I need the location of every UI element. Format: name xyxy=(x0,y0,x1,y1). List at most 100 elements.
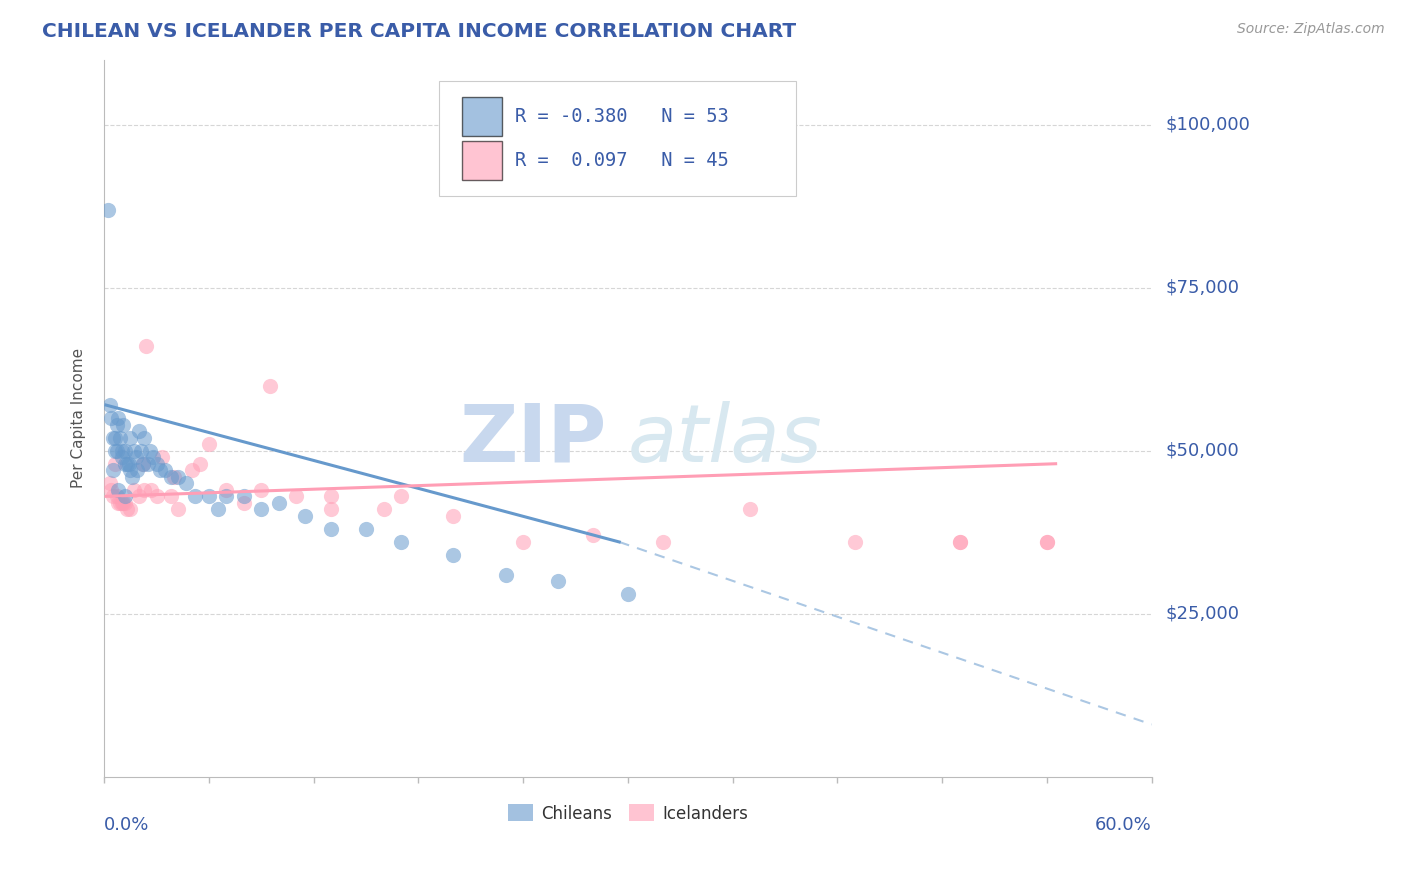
Point xyxy=(949,535,972,549)
Point xyxy=(198,489,221,503)
Point xyxy=(215,483,238,497)
Point xyxy=(115,457,138,471)
Point xyxy=(115,502,138,516)
Point xyxy=(107,496,129,510)
Point xyxy=(207,502,229,516)
Point xyxy=(294,508,316,523)
Point xyxy=(1036,535,1059,549)
Point xyxy=(354,522,377,536)
Point xyxy=(131,457,153,471)
Point xyxy=(259,378,281,392)
Point xyxy=(150,450,173,465)
Point xyxy=(232,496,254,510)
Text: $75,000: $75,000 xyxy=(1166,278,1240,297)
Text: ZIP: ZIP xyxy=(460,401,607,479)
Point xyxy=(101,431,124,445)
Point xyxy=(112,496,135,510)
Point xyxy=(582,528,605,542)
Point xyxy=(198,437,221,451)
Point xyxy=(250,483,273,497)
Point xyxy=(180,463,202,477)
Point xyxy=(155,463,177,477)
Point xyxy=(128,489,150,503)
Text: $25,000: $25,000 xyxy=(1166,605,1240,623)
Point xyxy=(131,457,153,471)
Point xyxy=(129,443,152,458)
Point xyxy=(128,424,150,438)
Point xyxy=(135,339,157,353)
Point xyxy=(159,470,181,484)
Y-axis label: Per Capita Income: Per Capita Income xyxy=(72,348,86,488)
Point xyxy=(100,483,122,497)
Point xyxy=(188,457,211,471)
Point xyxy=(120,502,142,516)
Point xyxy=(108,431,131,445)
Point xyxy=(114,457,136,471)
Point xyxy=(138,443,160,458)
Point xyxy=(373,502,395,516)
Text: $100,000: $100,000 xyxy=(1166,116,1250,134)
Point xyxy=(232,489,254,503)
Point xyxy=(97,202,120,217)
Point xyxy=(101,489,124,503)
Point xyxy=(107,411,129,425)
Point xyxy=(98,476,121,491)
Point xyxy=(184,489,207,503)
Point xyxy=(267,496,290,510)
Point xyxy=(250,502,273,516)
Point xyxy=(105,489,128,503)
Point xyxy=(104,457,127,471)
Point xyxy=(495,567,517,582)
Point xyxy=(104,431,127,445)
Point xyxy=(166,502,188,516)
Point xyxy=(122,443,145,458)
Text: CHILEAN VS ICELANDER PER CAPITA INCOME CORRELATION CHART: CHILEAN VS ICELANDER PER CAPITA INCOME C… xyxy=(42,22,796,41)
Point xyxy=(740,502,762,516)
Point xyxy=(121,470,143,484)
Point xyxy=(176,476,198,491)
Point xyxy=(651,535,673,549)
Point xyxy=(949,535,972,549)
Point xyxy=(617,587,640,601)
Point xyxy=(159,489,181,503)
Point xyxy=(145,489,167,503)
Point xyxy=(134,431,156,445)
Point xyxy=(114,489,136,503)
Point xyxy=(111,450,134,465)
Point xyxy=(114,443,136,458)
Point xyxy=(111,496,134,510)
Legend: Chileans, Icelanders: Chileans, Icelanders xyxy=(502,797,755,830)
Point xyxy=(321,522,343,536)
Point xyxy=(125,450,148,465)
Point xyxy=(547,574,569,588)
Point xyxy=(101,463,124,477)
Point xyxy=(389,489,412,503)
Point xyxy=(844,535,866,549)
Text: 0.0%: 0.0% xyxy=(104,816,149,834)
Point xyxy=(105,417,128,432)
Point xyxy=(136,457,159,471)
Point xyxy=(441,508,464,523)
Text: $50,000: $50,000 xyxy=(1166,442,1239,459)
Point xyxy=(149,463,172,477)
Point xyxy=(389,535,412,549)
Point xyxy=(134,483,156,497)
FancyBboxPatch shape xyxy=(463,97,502,136)
Point xyxy=(163,470,186,484)
Point xyxy=(120,463,142,477)
Point xyxy=(166,470,188,484)
Point xyxy=(215,489,238,503)
Text: Source: ZipAtlas.com: Source: ZipAtlas.com xyxy=(1237,22,1385,37)
Point xyxy=(120,431,142,445)
Point xyxy=(1036,535,1059,549)
Point xyxy=(104,443,127,458)
Point xyxy=(321,502,343,516)
Point xyxy=(141,483,163,497)
Point xyxy=(112,417,135,432)
Point xyxy=(111,443,134,458)
Point xyxy=(127,463,149,477)
Point xyxy=(145,457,167,471)
Point xyxy=(142,450,165,465)
Point xyxy=(100,411,122,425)
Text: atlas: atlas xyxy=(628,401,823,479)
